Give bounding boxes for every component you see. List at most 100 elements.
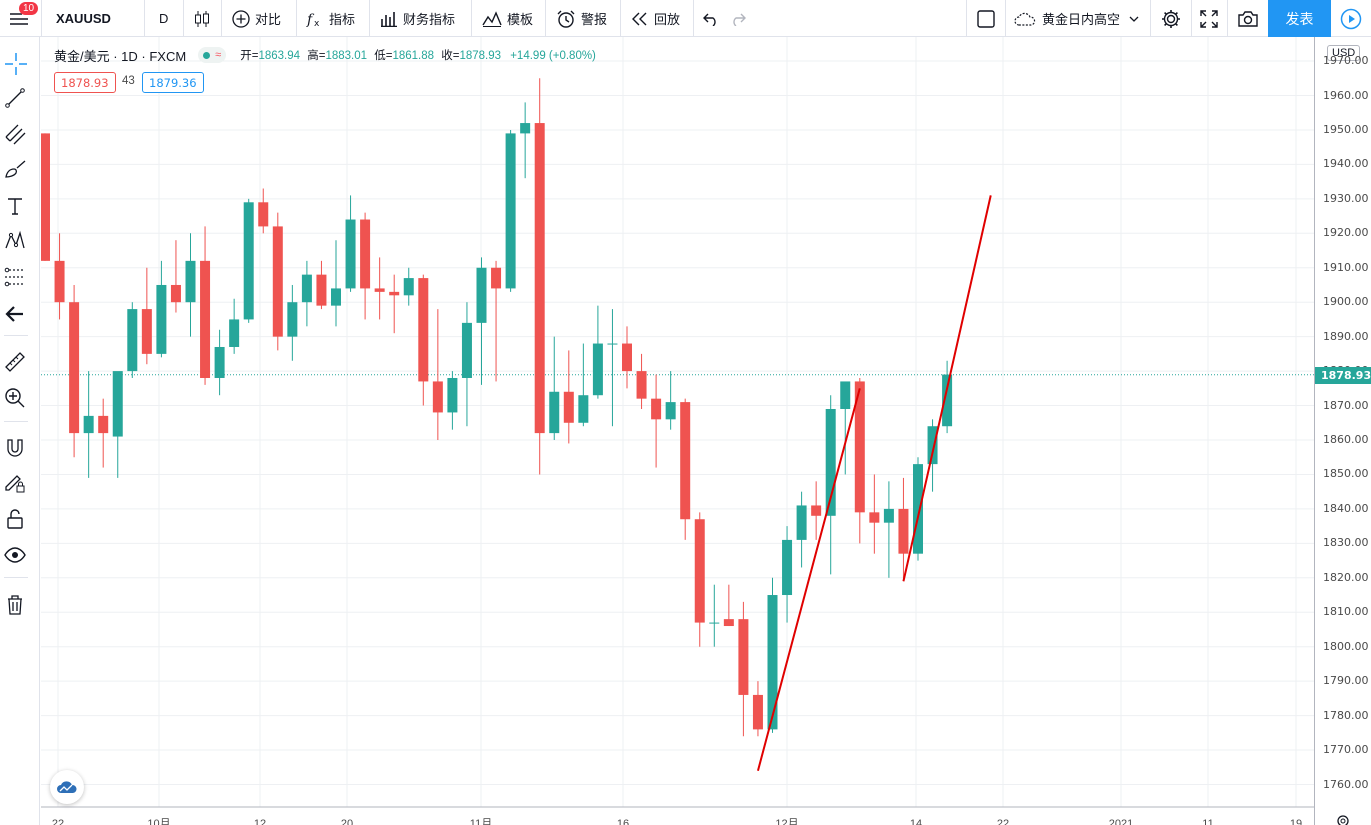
lock-drawings-tool[interactable] bbox=[0, 468, 30, 498]
candle bbox=[214, 329, 225, 396]
price-tick-label: 1960.00 bbox=[1323, 88, 1369, 102]
candle-body bbox=[243, 202, 254, 320]
redo-button[interactable] bbox=[730, 0, 746, 37]
symbol-search[interactable]: XAUUSD bbox=[56, 11, 111, 26]
candle-body bbox=[883, 508, 894, 523]
candle bbox=[185, 233, 196, 337]
replay-button[interactable]: 回放 bbox=[631, 0, 680, 37]
play-circle-icon bbox=[1340, 8, 1362, 29]
time-tick-label: 20 bbox=[341, 818, 353, 825]
candle-body bbox=[694, 519, 705, 623]
fullscreen-button[interactable] bbox=[1200, 0, 1218, 37]
expand-icon bbox=[1200, 9, 1218, 28]
play-button[interactable] bbox=[1331, 0, 1371, 37]
time-tick-label: 19 bbox=[1290, 818, 1302, 825]
candle bbox=[607, 309, 618, 427]
market-status[interactable]: ≈ bbox=[198, 47, 227, 63]
hide-toolbar-button[interactable] bbox=[0, 299, 30, 329]
candle-body bbox=[316, 274, 327, 306]
fib-tool[interactable] bbox=[0, 119, 30, 149]
chevron-down-icon bbox=[1129, 16, 1139, 22]
fullscreen-layout-button[interactable] bbox=[977, 0, 995, 37]
ruler-icon bbox=[5, 352, 25, 372]
time-tick-label: 10月 bbox=[147, 818, 170, 825]
tradingview-logo[interactable] bbox=[50, 770, 84, 804]
compare-label: 对比 bbox=[255, 12, 282, 27]
candle bbox=[272, 212, 283, 351]
candle-body bbox=[141, 309, 152, 354]
screenshot-button[interactable] bbox=[1237, 0, 1259, 37]
candle bbox=[505, 129, 516, 292]
market-open-dot bbox=[203, 51, 211, 59]
candle-body bbox=[345, 219, 356, 289]
candle bbox=[243, 198, 254, 323]
cloud-logo-icon bbox=[57, 781, 77, 793]
price-tick-label: 1920.00 bbox=[1323, 226, 1369, 240]
brush-tool[interactable] bbox=[0, 155, 30, 185]
trash-icon bbox=[8, 595, 22, 615]
time-tick-label: 16 bbox=[617, 818, 629, 825]
pattern-tool[interactable] bbox=[0, 226, 30, 256]
candle-body bbox=[41, 133, 50, 261]
candle bbox=[651, 374, 662, 468]
prediction-tool[interactable] bbox=[0, 262, 30, 292]
magnet-icon bbox=[7, 439, 23, 457]
time-tick-label: 22 bbox=[52, 818, 64, 825]
alert-button[interactable]: 警报 bbox=[556, 0, 607, 37]
candle bbox=[592, 305, 603, 399]
trend-line bbox=[756, 388, 861, 771]
crosshair-tool[interactable] bbox=[1, 49, 31, 79]
menu-button[interactable]: 10 bbox=[4, 0, 39, 37]
price-chart[interactable]: 22 10月 12 20 11月 16 12月 14 22 2021 11 19 bbox=[41, 37, 1314, 825]
price-tick-label: 1780.00 bbox=[1323, 708, 1369, 722]
replay-label: 回放 bbox=[654, 12, 681, 27]
candle-body bbox=[447, 377, 458, 413]
candle bbox=[360, 212, 371, 320]
time-tick-label: 2021 bbox=[1109, 818, 1133, 825]
price-tick-label: 1830.00 bbox=[1323, 536, 1369, 550]
pitchfork-icon bbox=[5, 124, 26, 145]
layout-selector[interactable]: 黄金日内高空 bbox=[1013, 0, 1140, 37]
undo-button[interactable] bbox=[703, 0, 719, 37]
compare-button[interactable]: 对比 bbox=[232, 0, 281, 37]
currency-label[interactable]: USD bbox=[1327, 45, 1361, 61]
publish-button[interactable]: 发表 bbox=[1268, 0, 1331, 37]
candle bbox=[345, 195, 356, 292]
candle-body bbox=[491, 267, 502, 289]
lock-all-tool[interactable] bbox=[0, 504, 30, 534]
candle-body bbox=[69, 302, 80, 434]
candle-body bbox=[287, 302, 298, 337]
candle bbox=[287, 284, 298, 361]
candle bbox=[752, 681, 763, 737]
zoom-tool[interactable] bbox=[0, 383, 30, 413]
time-axis: 22 10月 12 20 11月 16 12月 14 22 2021 11 19 bbox=[41, 806, 1314, 825]
chart-type-button[interactable] bbox=[193, 0, 211, 37]
templates-button[interactable]: 模板 bbox=[482, 0, 533, 37]
candle bbox=[796, 491, 807, 568]
financials-button[interactable]: 财务指标 bbox=[380, 0, 455, 37]
sell-price-button[interactable]: 1878.93 bbox=[54, 72, 116, 93]
buy-price-button[interactable]: 1879.36 bbox=[142, 72, 204, 93]
candle-body bbox=[301, 274, 312, 303]
axis-settings-button[interactable] bbox=[1335, 813, 1351, 825]
remove-drawings-tool[interactable] bbox=[0, 590, 30, 620]
candle-body bbox=[767, 595, 778, 730]
settings-button[interactable] bbox=[1160, 0, 1182, 37]
price-axis[interactable]: USD 1970.00 1960.00 1950.00 1940.00 1930.00 1… bbox=[1314, 37, 1371, 825]
price-tick-label: 1820.00 bbox=[1323, 570, 1369, 584]
pattern-icon bbox=[5, 230, 25, 249]
candle-body bbox=[854, 381, 865, 513]
interval-button[interactable]: D bbox=[159, 11, 169, 26]
chart-legend: 黄金/美元 · 1D · FXCM ≈ 开=1863.94 高=1883.01 … bbox=[54, 46, 596, 64]
trend-line-tool[interactable] bbox=[0, 83, 30, 113]
magnet-tool[interactable] bbox=[0, 433, 30, 463]
visibility-tool[interactable] bbox=[0, 540, 30, 570]
candle bbox=[534, 78, 545, 475]
candle-body bbox=[229, 319, 240, 347]
time-tick-label: 11 bbox=[1202, 818, 1213, 825]
cloud-icon bbox=[1014, 12, 1036, 26]
text-tool[interactable] bbox=[0, 191, 30, 221]
measure-tool[interactable] bbox=[0, 347, 30, 377]
